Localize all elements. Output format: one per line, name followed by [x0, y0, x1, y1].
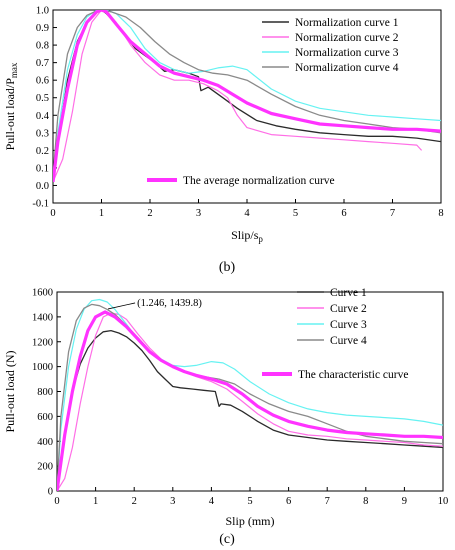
x-tick-label: 6: [286, 496, 291, 507]
x-axis-label: Slip (mm): [225, 514, 274, 528]
x-axis-label-main: Slip (mm): [225, 514, 274, 528]
y-tick-label: 0.0: [36, 181, 49, 192]
x-tick-label: 2: [147, 208, 152, 219]
y-tick-label: 0.7: [36, 58, 49, 69]
x-tick-label: 4: [209, 496, 215, 507]
x-tick-label: 0: [50, 208, 55, 219]
series-line-5: [53, 10, 441, 183]
y-axis-label: Pull-out load/Pmax: [3, 62, 19, 150]
x-tick-label: 1: [99, 208, 104, 219]
legend-entry: Normalization curve 3: [295, 47, 399, 59]
x-axis-label-main: Slip/s: [231, 228, 259, 242]
y-tick-label: -0.1: [32, 199, 49, 210]
x-tick-label: 0: [54, 496, 59, 507]
series-line-5: [57, 310, 443, 491]
series-line-1: [57, 329, 443, 491]
legend-entry: Curve 4: [330, 335, 367, 347]
y-tick-label: 0.3: [36, 128, 49, 139]
y-tick-label: 800: [37, 387, 53, 398]
x-tick-label: 4: [244, 208, 250, 219]
x-tick-label: 8: [363, 496, 368, 507]
x-tick-label: 9: [402, 496, 407, 507]
y-tick-label: 0.2: [36, 146, 49, 157]
y-tick-label: 0.9: [36, 23, 49, 34]
x-tick-label: 10: [438, 496, 449, 507]
x-axis-label-sub: p: [258, 234, 263, 244]
x-tick-label: 1: [93, 496, 98, 507]
y-tick-label: 200: [37, 462, 53, 473]
series-line-4: [53, 10, 441, 177]
series-line-2: [53, 10, 423, 183]
chart-panel-c: 0 1 2 3 4 5 6 7 8 9 10 0 200 400 600 800 1000 1200 1400 160…: [3, 287, 448, 547]
panel-label: (c): [219, 532, 235, 547]
y-tick-label: 600: [37, 412, 53, 423]
x-tick-label: 8: [438, 208, 443, 219]
y-axis-label-main: Pull-out load (N): [3, 351, 17, 433]
x-tick-label: 6: [341, 208, 346, 219]
x-tick-label: 5: [247, 496, 252, 507]
y-tick-label: 0.1: [36, 163, 49, 174]
x-tick-label: 3: [196, 208, 201, 219]
x-tick-label: 5: [293, 208, 298, 219]
y-tick-label: 0.5: [36, 93, 49, 104]
peak-annotation: (1.246, 1439.8): [137, 298, 202, 309]
legend-entry: Curve 3: [330, 319, 367, 331]
legend-entry: Curve 1: [330, 287, 367, 299]
y-axis-label-main: Pull-out load/P: [3, 78, 17, 151]
y-tick-label: 1.0: [36, 6, 49, 17]
legend-entry: Normalization curve 4: [295, 62, 399, 74]
plot-frame: [56, 291, 444, 492]
y-tick-label: 0: [48, 487, 53, 498]
legend-entry: The average normalization curve: [183, 175, 335, 187]
y-axis-label: Pull-out load (N): [3, 351, 17, 433]
legend-entry: Curve 2: [330, 303, 367, 315]
x-axis-label: Slip/sp: [231, 228, 263, 244]
legend-entry: The characteristic curve: [298, 369, 408, 381]
y-tick-label: 1600: [32, 288, 53, 299]
y-tick-label: 1400: [32, 312, 53, 323]
y-tick-label: 1200: [32, 337, 53, 348]
series-line-3: [57, 298, 443, 491]
series-line-3: [53, 10, 441, 177]
y-tick-label: 0.8: [36, 41, 49, 52]
panel-label: (b): [219, 260, 236, 275]
y-tick-label: 0.6: [36, 76, 49, 87]
x-tick-label: 7: [325, 496, 330, 507]
y-tick-label: 0.4: [36, 111, 50, 122]
x-tick-label: 3: [170, 496, 175, 507]
legend-entry: Normalization curve 2: [295, 32, 399, 44]
x-tick-label: 7: [390, 208, 395, 219]
y-tick-label: 400: [37, 437, 53, 448]
x-tick-label: 2: [132, 496, 137, 507]
annotation-leader: [108, 302, 136, 310]
legend-entry: Normalization curve 1: [295, 17, 399, 29]
y-tick-label: 1000: [32, 362, 53, 373]
y-axis-label-sub: max: [9, 62, 19, 78]
chart-panel-b: 0 1 2 3 4 5 6 7 8 -0.1 0.0 0.1 0.2 0.3 0.4 0.5 0.6 0.7 0.8…: [3, 6, 444, 276]
